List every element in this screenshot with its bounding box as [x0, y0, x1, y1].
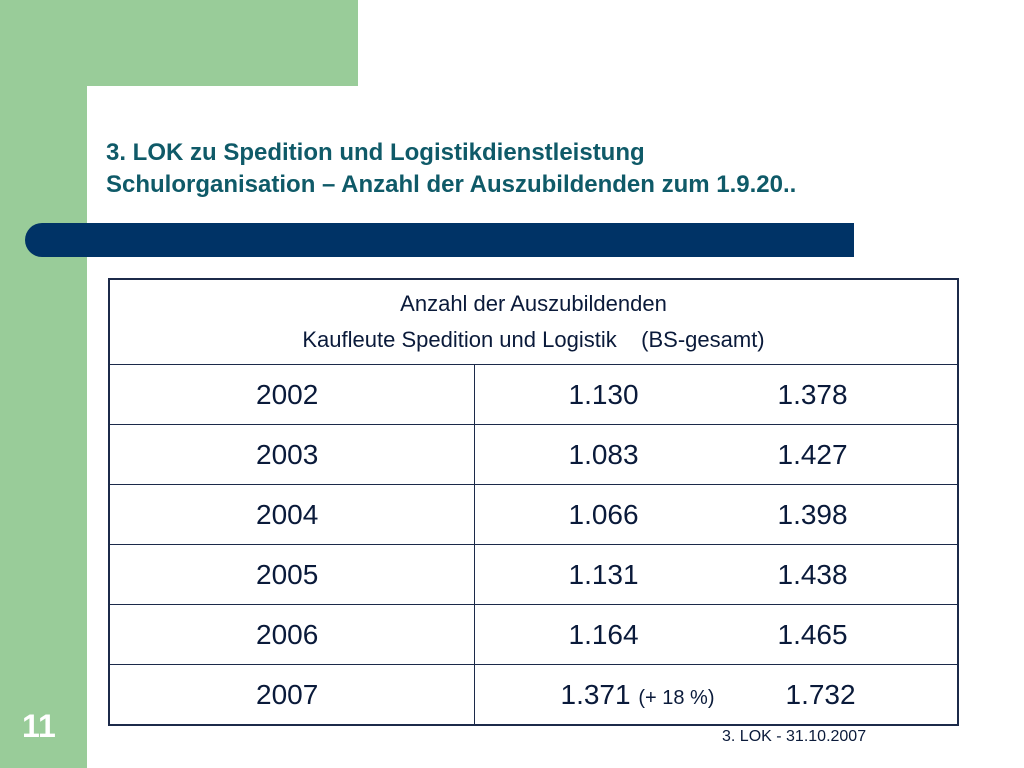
values-cell: 1.131 1.438 — [473, 544, 959, 605]
green-top-band — [87, 0, 358, 86]
kaufleute-value: 1.066 — [568, 498, 639, 530]
kaufleute-value: 1.083 — [568, 438, 639, 470]
year-cell: 2003 — [108, 424, 475, 485]
change-percent: (+ 18 %) — [638, 686, 715, 709]
kaufleute-value: 1.131 — [568, 558, 639, 590]
table-header: Anzahl der Auszubildenden Kaufleute Sped… — [108, 278, 959, 365]
year-cell: 2007 — [108, 664, 475, 726]
year-cell: 2005 — [108, 544, 475, 605]
kaufleute-value: 1.130 — [568, 378, 639, 410]
bs-gesamt-value: 1.427 — [777, 438, 848, 470]
title-line-1: 3. LOK zu Spedition und Logistikdienstle… — [106, 139, 645, 166]
bs-gesamt-value: 1.378 — [777, 378, 848, 410]
bs-gesamt-value: 1.732 — [785, 678, 856, 710]
header-line-1: Anzahl der Auszubildenden — [400, 291, 667, 316]
table-row: 2007 1.371 (+ 18 %) 1.732 — [108, 664, 959, 726]
values-cell: 1.066 1.398 — [473, 484, 959, 545]
title-divider-bar — [25, 223, 854, 257]
table-row: 2003 1.083 1.427 — [108, 424, 959, 485]
table-row: 2004 1.066 1.398 — [108, 484, 959, 545]
kaufleute-value-group: 1.371 (+ 18 %) — [561, 679, 715, 711]
bs-gesamt-value: 1.465 — [777, 618, 848, 650]
header-line-2: Kaufleute Spedition und Logistik (BS-ges… — [302, 327, 765, 352]
footer-text: 3. LOK - 31.10.2007 — [722, 728, 867, 745]
trainee-table: Anzahl der Auszubildenden Kaufleute Sped… — [108, 278, 960, 726]
green-side-band — [0, 0, 87, 768]
kaufleute-value: 1.371 — [560, 678, 631, 710]
title-line-2: Schulorganisation – Anzahl der Auszubild… — [106, 171, 797, 198]
values-cell: 1.083 1.427 — [473, 424, 959, 485]
values-cell: 1.164 1.465 — [473, 604, 959, 665]
values-cell: 1.371 (+ 18 %) 1.732 — [473, 664, 959, 726]
year-cell: 2002 — [108, 364, 475, 425]
page-number: 11 — [22, 708, 56, 744]
table-header-row: Anzahl der Auszubildenden Kaufleute Sped… — [108, 278, 959, 365]
year-cell: 2004 — [108, 484, 475, 545]
table-row: 2006 1.164 1.465 — [108, 604, 959, 665]
year-cell: 2006 — [108, 604, 475, 665]
bs-gesamt-value: 1.438 — [777, 558, 848, 590]
slide-title: 3. LOK zu Spedition und Logistikdienstle… — [106, 137, 986, 201]
table-row: 2002 1.130 1.378 — [108, 364, 959, 425]
bs-gesamt-value: 1.398 — [777, 498, 848, 530]
values-cell: 1.130 1.378 — [473, 364, 959, 425]
table-row: 2005 1.131 1.438 — [108, 544, 959, 605]
kaufleute-value: 1.164 — [568, 618, 639, 650]
